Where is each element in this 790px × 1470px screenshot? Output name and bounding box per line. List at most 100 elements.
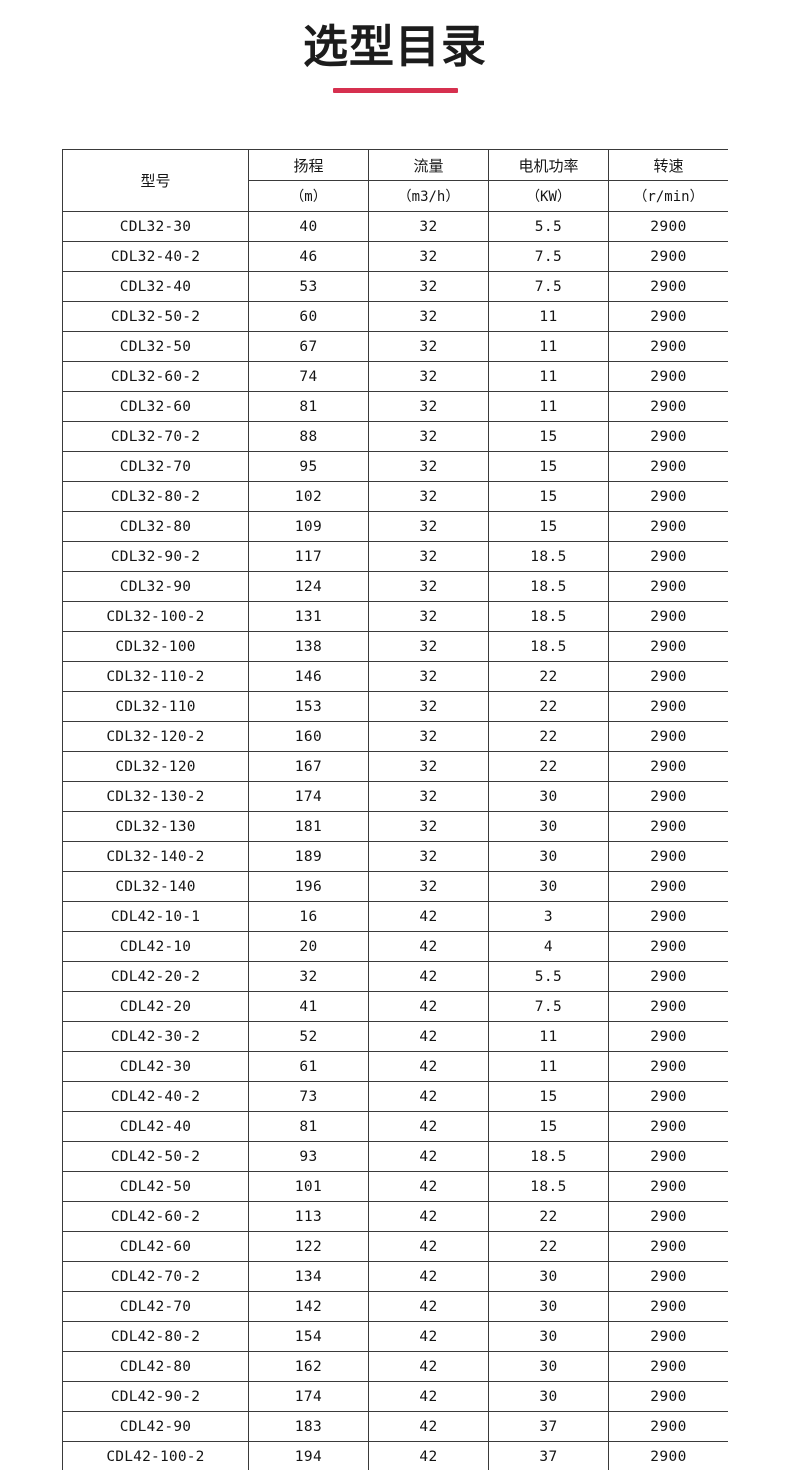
cell-model: CDL42-70-2	[62, 1261, 249, 1292]
table-row: CDL32-120-2 160 32 22 2900	[62, 721, 728, 752]
table-row: CDL42-90 183 42 37 2900	[62, 1411, 728, 1442]
cell-model: CDL32-60	[62, 391, 249, 422]
cell-motor-power: 22	[488, 1201, 609, 1232]
table-row: CDL32-120 167 32 22 2900	[62, 751, 728, 782]
table-row: CDL42-90-2 174 42 30 2900	[62, 1381, 728, 1412]
cell-head: 181	[248, 811, 369, 842]
cell-motor-power: 11	[488, 1021, 609, 1052]
cell-speed: 2900	[608, 631, 728, 662]
cell-flow: 32	[368, 391, 489, 422]
table-row: CDL32-70 95 32 15 2900	[62, 451, 728, 482]
table-row: CDL32-80 109 32 15 2900	[62, 511, 728, 542]
table-header-row-units: （m） （m3/h） （KW） （r/min）	[63, 180, 728, 212]
cell-flow: 42	[368, 931, 489, 962]
cell-head: 52	[248, 1021, 369, 1052]
cell-speed: 2900	[608, 481, 728, 512]
cell-speed: 2900	[608, 271, 728, 302]
cell-speed: 2900	[608, 1201, 728, 1232]
cell-head: 194	[248, 1441, 369, 1470]
cell-speed: 2900	[608, 1141, 728, 1172]
cell-flow: 32	[368, 211, 489, 242]
table-body: CDL32-30 40 32 5.5 2900 CDL32-40-2 46 32 7.5 2900…	[62, 211, 728, 1470]
cell-flow: 32	[368, 811, 489, 842]
cell-head: 16	[248, 901, 369, 932]
table-row: CDL42-50-2 93 42 18.5 2900	[62, 1141, 728, 1172]
cell-head: 32	[248, 961, 369, 992]
cell-flow: 32	[368, 241, 489, 272]
cell-head: 109	[248, 511, 369, 542]
cell-head: 101	[248, 1171, 369, 1202]
cell-head: 88	[248, 421, 369, 452]
cell-flow: 42	[368, 1081, 489, 1112]
cell-motor-power: 5.5	[488, 961, 609, 992]
cell-flow: 32	[368, 751, 489, 782]
cell-speed: 2900	[608, 871, 728, 902]
cell-motor-power: 15	[488, 481, 609, 512]
cell-speed: 2900	[608, 361, 728, 392]
cell-flow: 32	[368, 691, 489, 722]
cell-head: 189	[248, 841, 369, 872]
cell-motor-power: 7.5	[488, 271, 609, 302]
cell-model: CDL32-90	[62, 571, 249, 602]
table-row: CDL32-140 196 32 30 2900	[62, 871, 728, 902]
cell-speed: 2900	[608, 1321, 728, 1352]
cell-flow: 42	[368, 1171, 489, 1202]
cell-model: CDL42-50-2	[62, 1141, 249, 1172]
table-row: CDL32-60-2 74 32 11 2900	[62, 361, 728, 392]
cell-flow: 32	[368, 331, 489, 362]
cell-flow: 42	[368, 1261, 489, 1292]
cell-flow: 32	[368, 661, 489, 692]
cell-speed: 2900	[608, 571, 728, 602]
cell-speed: 2900	[608, 1411, 728, 1442]
cell-model: CDL32-70-2	[62, 421, 249, 452]
table-row: CDL42-80 162 42 30 2900	[62, 1351, 728, 1382]
table-row: CDL32-130-2 174 32 30 2900	[62, 781, 728, 812]
cell-model: CDL42-90	[62, 1411, 249, 1442]
cell-speed: 2900	[608, 541, 728, 572]
cell-motor-power: 15	[488, 1111, 609, 1142]
table-row: CDL42-60-2 113 42 22 2900	[62, 1201, 728, 1232]
cell-flow: 32	[368, 841, 489, 872]
column-header-flow: 流量	[368, 149, 489, 181]
cell-head: 46	[248, 241, 369, 272]
table-row: CDL32-40-2 46 32 7.5 2900	[62, 241, 728, 272]
table-row: CDL42-70 142 42 30 2900	[62, 1291, 728, 1322]
cell-model: CDL32-40	[62, 271, 249, 302]
cell-motor-power: 22	[488, 721, 609, 752]
cell-model: CDL42-80	[62, 1351, 249, 1382]
cell-flow: 32	[368, 271, 489, 302]
cell-model: CDL42-70	[62, 1291, 249, 1322]
cell-head: 196	[248, 871, 369, 902]
cell-head: 74	[248, 361, 369, 392]
cell-head: 60	[248, 301, 369, 332]
cell-flow: 42	[368, 1351, 489, 1382]
cell-speed: 2900	[608, 661, 728, 692]
column-unit-flow: （m3/h）	[368, 180, 489, 212]
cell-speed: 2900	[608, 391, 728, 422]
cell-motor-power: 3	[488, 901, 609, 932]
title-block: 选型目录	[0, 0, 790, 93]
cell-flow: 42	[368, 1381, 489, 1412]
cell-motor-power: 22	[488, 751, 609, 782]
cell-flow: 42	[368, 1411, 489, 1442]
table-row: CDL32-100-2 131 32 18.5 2900	[62, 601, 728, 632]
cell-model: CDL32-40-2	[62, 241, 249, 272]
cell-flow: 42	[368, 991, 489, 1022]
cell-flow: 42	[368, 961, 489, 992]
cell-speed: 2900	[608, 241, 728, 272]
table-row: CDL42-70-2 134 42 30 2900	[62, 1261, 728, 1292]
table-row: CDL32-80-2 102 32 15 2900	[62, 481, 728, 512]
table-row: CDL32-110-2 146 32 22 2900	[62, 661, 728, 692]
table-row: CDL32-90-2 117 32 18.5 2900	[62, 541, 728, 572]
cell-model: CDL32-80	[62, 511, 249, 542]
cell-head: 102	[248, 481, 369, 512]
cell-motor-power: 30	[488, 841, 609, 872]
cell-model: CDL42-80-2	[62, 1321, 249, 1352]
table-row: CDL32-60 81 32 11 2900	[62, 391, 728, 422]
cell-motor-power: 30	[488, 811, 609, 842]
cell-flow: 42	[368, 901, 489, 932]
cell-motor-power: 15	[488, 451, 609, 482]
cell-head: 95	[248, 451, 369, 482]
title-underline-rule	[332, 87, 458, 93]
cell-flow: 42	[368, 1291, 489, 1322]
